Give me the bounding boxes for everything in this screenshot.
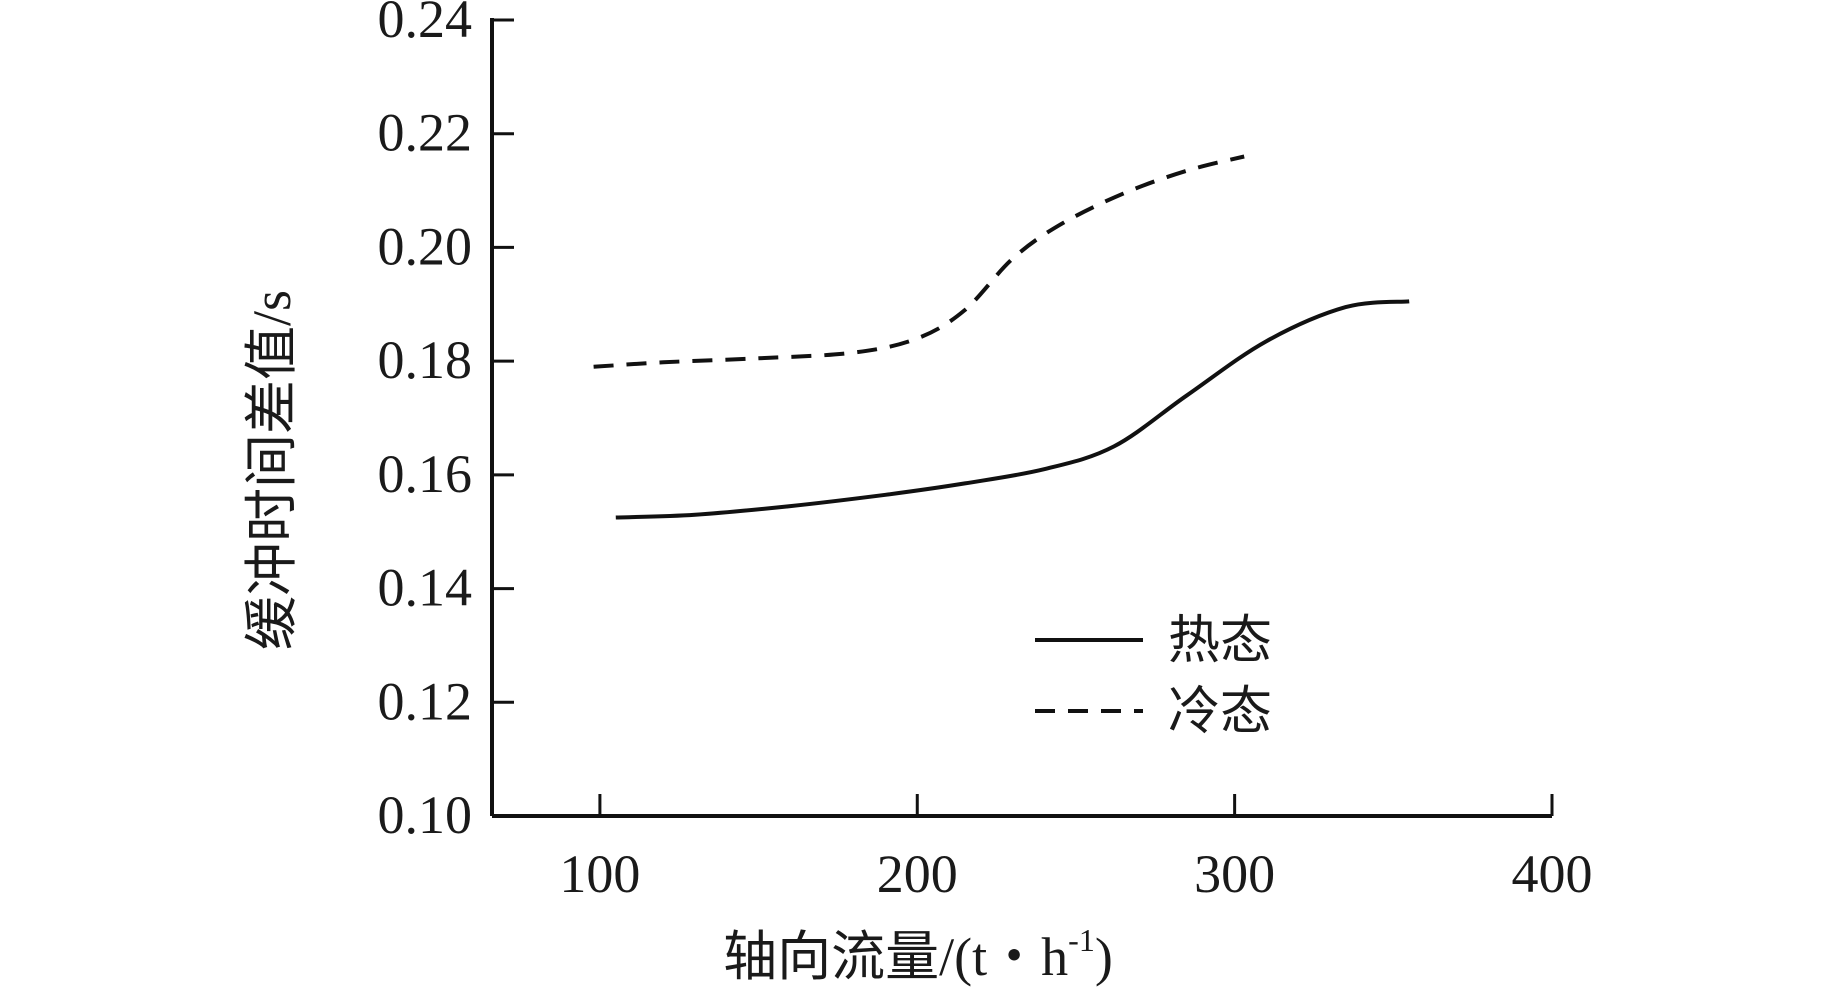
- x-axis-label-superscript: -1: [1068, 922, 1095, 958]
- y-tick-label: 0.22: [378, 103, 473, 163]
- y-tick-label: 0.24: [378, 0, 473, 49]
- series-lines: [593, 154, 1410, 520]
- x-axis-label-main: 轴向流量/(t・h: [723, 927, 1068, 987]
- y-tick-label: 0.12: [378, 671, 473, 731]
- legend: 热态 冷态: [1035, 613, 1272, 741]
- x-tick-label: 400: [1512, 844, 1593, 904]
- legend-label-cold: 冷态: [1168, 684, 1272, 741]
- x-axis-label: 轴向流量/(t・h-1): [723, 922, 1113, 987]
- x-tick-label: 100: [559, 844, 640, 904]
- y-tick-label: 0.18: [378, 330, 473, 390]
- series-line-hot: [615, 299, 1410, 520]
- legend-label-hot: 热态: [1168, 613, 1272, 670]
- x-tick-label: 300: [1194, 844, 1275, 904]
- y-tick-label: 0.20: [378, 216, 473, 276]
- y-axis-label: 缓冲时间差值/s: [242, 290, 302, 650]
- y-tick-label: 0.10: [378, 785, 473, 845]
- series-line-cold: [593, 154, 1245, 369]
- y-tick-label: 0.16: [378, 444, 473, 504]
- axes: [490, 18, 1552, 818]
- x-axis-label-close: ): [1095, 927, 1113, 987]
- ticks: 0.10 0.12 0.14 0.16 0.18 0.20 0.22 0.24 100 200 30…: [378, 0, 1593, 904]
- y-tick-label: 0.14: [378, 558, 473, 618]
- x-tick-label: 200: [877, 844, 958, 904]
